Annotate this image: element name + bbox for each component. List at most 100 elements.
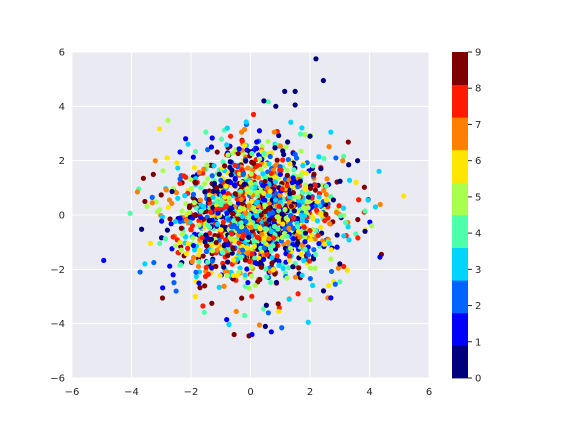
- data-point: [203, 248, 210, 255]
- colorbar-tick-label: 3: [475, 265, 481, 276]
- data-point: [252, 255, 258, 261]
- data-point: [162, 236, 169, 242]
- data-point: [355, 235, 361, 241]
- data-point: [201, 166, 207, 172]
- data-point: [292, 102, 298, 108]
- data-point: [160, 168, 166, 174]
- data-point: [341, 233, 347, 239]
- data-point: [273, 103, 279, 109]
- data-point: [224, 210, 230, 216]
- data-point: [205, 147, 211, 153]
- data-point: [353, 179, 359, 185]
- data-point: [193, 180, 199, 186]
- data-point: [232, 175, 238, 182]
- data-point: [362, 228, 368, 234]
- data-point: [272, 145, 278, 151]
- data-point: [323, 191, 329, 198]
- data-point: [245, 279, 251, 286]
- data-point: [372, 204, 379, 210]
- data-point: [312, 265, 318, 271]
- data-point: [230, 150, 236, 156]
- data-point: [305, 205, 311, 211]
- data-point: [252, 282, 258, 288]
- y-tick-label: −2: [50, 265, 65, 276]
- data-point: [324, 176, 330, 182]
- data-point: [222, 194, 228, 200]
- data-point: [276, 203, 282, 209]
- data-point: [227, 207, 233, 213]
- data-point: [201, 309, 207, 315]
- data-point: [193, 269, 199, 275]
- colorbar-tick-label: 5: [475, 192, 481, 203]
- data-point: [333, 209, 340, 216]
- data-point: [307, 276, 313, 282]
- data-point: [239, 224, 245, 230]
- data-point: [268, 329, 274, 335]
- colorbar-segment: [452, 182, 468, 216]
- data-point: [177, 262, 183, 268]
- data-point: [316, 240, 322, 247]
- data-point: [365, 197, 371, 203]
- x-tick-label: 0: [247, 387, 253, 398]
- data-point: [282, 207, 288, 213]
- data-point: [228, 236, 234, 242]
- data-point: [248, 273, 255, 279]
- data-point: [323, 211, 329, 217]
- data-point: [295, 291, 301, 297]
- data-point: [218, 177, 224, 183]
- data-point: [137, 269, 143, 275]
- data-point: [244, 250, 251, 256]
- data-point: [270, 210, 276, 216]
- data-point: [232, 191, 238, 197]
- data-point: [262, 178, 268, 185]
- data-point: [236, 240, 242, 246]
- data-point: [225, 252, 231, 259]
- data-point: [254, 234, 260, 240]
- data-point: [313, 251, 319, 258]
- colorbar-segment: [452, 84, 468, 118]
- data-point: [263, 221, 269, 227]
- data-point: [284, 172, 290, 178]
- data-point: [177, 239, 183, 245]
- data-point: [314, 199, 320, 205]
- data-point: [101, 257, 107, 263]
- data-point: [265, 138, 271, 145]
- data-point: [154, 209, 161, 215]
- data-point: [264, 251, 270, 257]
- data-point: [276, 258, 282, 264]
- data-point: [302, 230, 309, 236]
- data-point: [224, 316, 230, 323]
- data-point: [230, 246, 236, 252]
- data-point: [299, 217, 305, 224]
- data-point: [230, 272, 236, 279]
- x-tick-label: 6: [426, 387, 432, 398]
- data-point: [221, 283, 227, 289]
- data-point: [274, 157, 280, 163]
- data-point: [197, 197, 203, 203]
- data-point: [196, 259, 202, 265]
- data-point: [307, 227, 313, 234]
- data-point: [297, 234, 303, 240]
- data-point: [220, 219, 226, 225]
- data-point: [236, 228, 243, 235]
- data-point: [323, 183, 329, 189]
- data-point: [286, 296, 292, 302]
- data-point: [210, 188, 217, 194]
- data-point: [284, 167, 290, 173]
- data-point: [271, 235, 277, 241]
- data-point: [225, 152, 231, 158]
- data-point: [305, 252, 312, 258]
- data-point: [280, 157, 286, 163]
- data-point: [191, 200, 197, 206]
- data-point: [198, 185, 204, 191]
- data-point: [295, 228, 302, 234]
- data-point: [223, 204, 229, 210]
- data-point: [328, 247, 334, 253]
- data-point: [271, 223, 278, 230]
- data-point: [284, 233, 290, 239]
- data-point: [311, 247, 317, 253]
- data-point: [234, 196, 240, 202]
- data-point: [291, 208, 297, 214]
- data-point: [253, 200, 259, 206]
- data-point: [227, 200, 233, 206]
